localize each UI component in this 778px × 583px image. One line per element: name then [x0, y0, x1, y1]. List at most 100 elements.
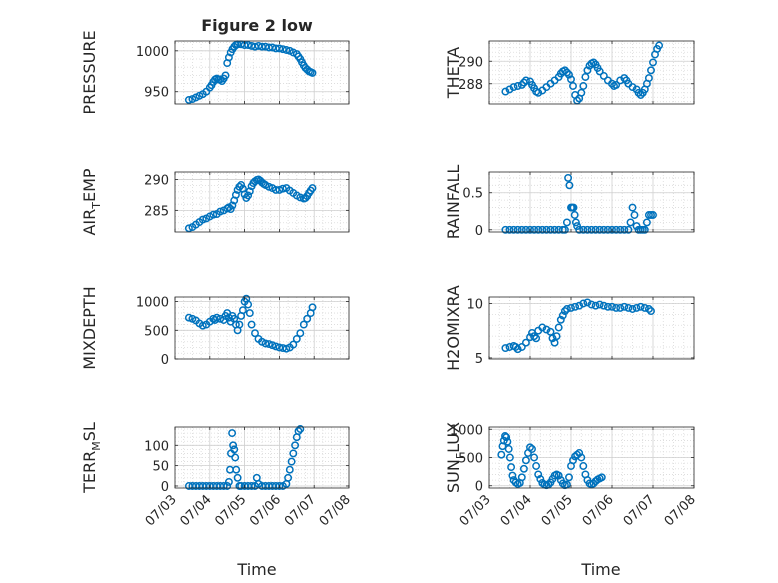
data-point	[228, 201, 237, 210]
data-point	[616, 225, 625, 234]
data-point	[554, 471, 563, 480]
y-tick-label: 1000	[136, 45, 169, 60]
data-point	[224, 53, 233, 62]
data-point	[505, 453, 514, 462]
data-point	[278, 184, 287, 193]
subplot-sun-flux: 0 500 1000 07/03 07/04 07/05 07/06 07/07 07/08 SU…	[444, 422, 699, 529]
data-point	[595, 67, 604, 76]
data-point	[521, 225, 530, 234]
data-point	[509, 225, 518, 234]
data-point	[583, 225, 592, 234]
data-point	[560, 225, 569, 234]
data-point	[517, 473, 526, 482]
data-point	[521, 338, 530, 347]
data-point	[542, 225, 551, 234]
data-point	[565, 473, 573, 482]
data-point	[571, 302, 580, 311]
data-point	[575, 301, 584, 310]
figure-title: Figure 2 low	[201, 16, 313, 35]
data-point	[575, 225, 584, 234]
data-point	[216, 207, 225, 216]
x-tick-label: 07/04	[498, 492, 535, 529]
data-point	[198, 215, 207, 224]
data-point	[212, 313, 221, 322]
data-point	[513, 225, 522, 234]
data-point	[265, 340, 273, 349]
data-point	[599, 225, 608, 234]
minor-grid	[175, 172, 349, 232]
data-point	[221, 71, 230, 80]
major-grid	[489, 297, 694, 359]
data-point	[599, 301, 608, 310]
data-point	[275, 185, 284, 194]
data-point	[583, 66, 592, 75]
data-point	[245, 309, 254, 318]
data-point	[502, 433, 511, 442]
axes-box	[488, 171, 695, 233]
data-point	[219, 482, 228, 490]
data-series	[184, 175, 317, 233]
data-point	[536, 475, 545, 483]
data-point	[640, 225, 649, 234]
data-point	[230, 445, 239, 454]
y-axis-label: THETA	[444, 47, 463, 99]
data-point	[632, 303, 641, 312]
data-point	[562, 68, 571, 77]
data-point	[308, 303, 317, 312]
data-point	[268, 341, 277, 350]
x-tick-label: 07/07	[621, 492, 658, 529]
data-point	[567, 75, 575, 84]
x-tick-label: 07/03	[457, 492, 494, 529]
data-point	[223, 482, 232, 490]
data-point	[296, 329, 305, 338]
data-point	[562, 305, 571, 313]
data-point	[554, 323, 563, 332]
x-tick-label: 07/07	[282, 492, 319, 529]
data-point	[497, 450, 506, 459]
data-point	[509, 83, 518, 92]
data-point	[530, 332, 539, 341]
data-point	[271, 185, 280, 194]
data-point	[237, 181, 246, 189]
data-point	[235, 320, 244, 329]
data-point	[275, 343, 284, 352]
data-point	[231, 190, 240, 199]
data-point	[251, 329, 259, 338]
data-point	[630, 211, 639, 219]
data-point	[579, 462, 588, 470]
data-point	[216, 75, 225, 84]
x-tick-label: 07/04	[178, 492, 215, 529]
data-point	[571, 218, 580, 227]
data-point	[640, 303, 649, 312]
data-point	[577, 88, 586, 97]
x-tick-label: 07/06	[580, 492, 617, 529]
data-point	[558, 311, 567, 320]
y-tick-label: 0	[161, 480, 169, 495]
y-tick-label: 0	[475, 224, 483, 239]
data-point	[513, 82, 522, 90]
x-tick-label: 07/03	[143, 492, 180, 529]
data-point	[644, 74, 653, 83]
data-point	[583, 298, 592, 307]
data-point	[642, 218, 651, 227]
data-point	[534, 225, 543, 234]
data-point	[603, 225, 612, 234]
data-point	[595, 225, 604, 234]
data-point	[244, 300, 253, 309]
data-point	[589, 58, 598, 67]
minor-grid	[175, 427, 349, 488]
data-point	[285, 465, 294, 474]
y-axis-label: PRESSURE	[80, 30, 99, 114]
data-point	[647, 307, 655, 316]
data-point	[530, 225, 539, 234]
data-point	[308, 68, 317, 77]
data-point	[238, 306, 247, 315]
data-point	[565, 70, 573, 79]
data-point	[521, 456, 530, 465]
data-point	[231, 453, 240, 462]
data-point	[501, 225, 510, 234]
x-tick-label: 07/06	[247, 492, 284, 529]
x-tick-label: 07/05	[539, 492, 576, 529]
